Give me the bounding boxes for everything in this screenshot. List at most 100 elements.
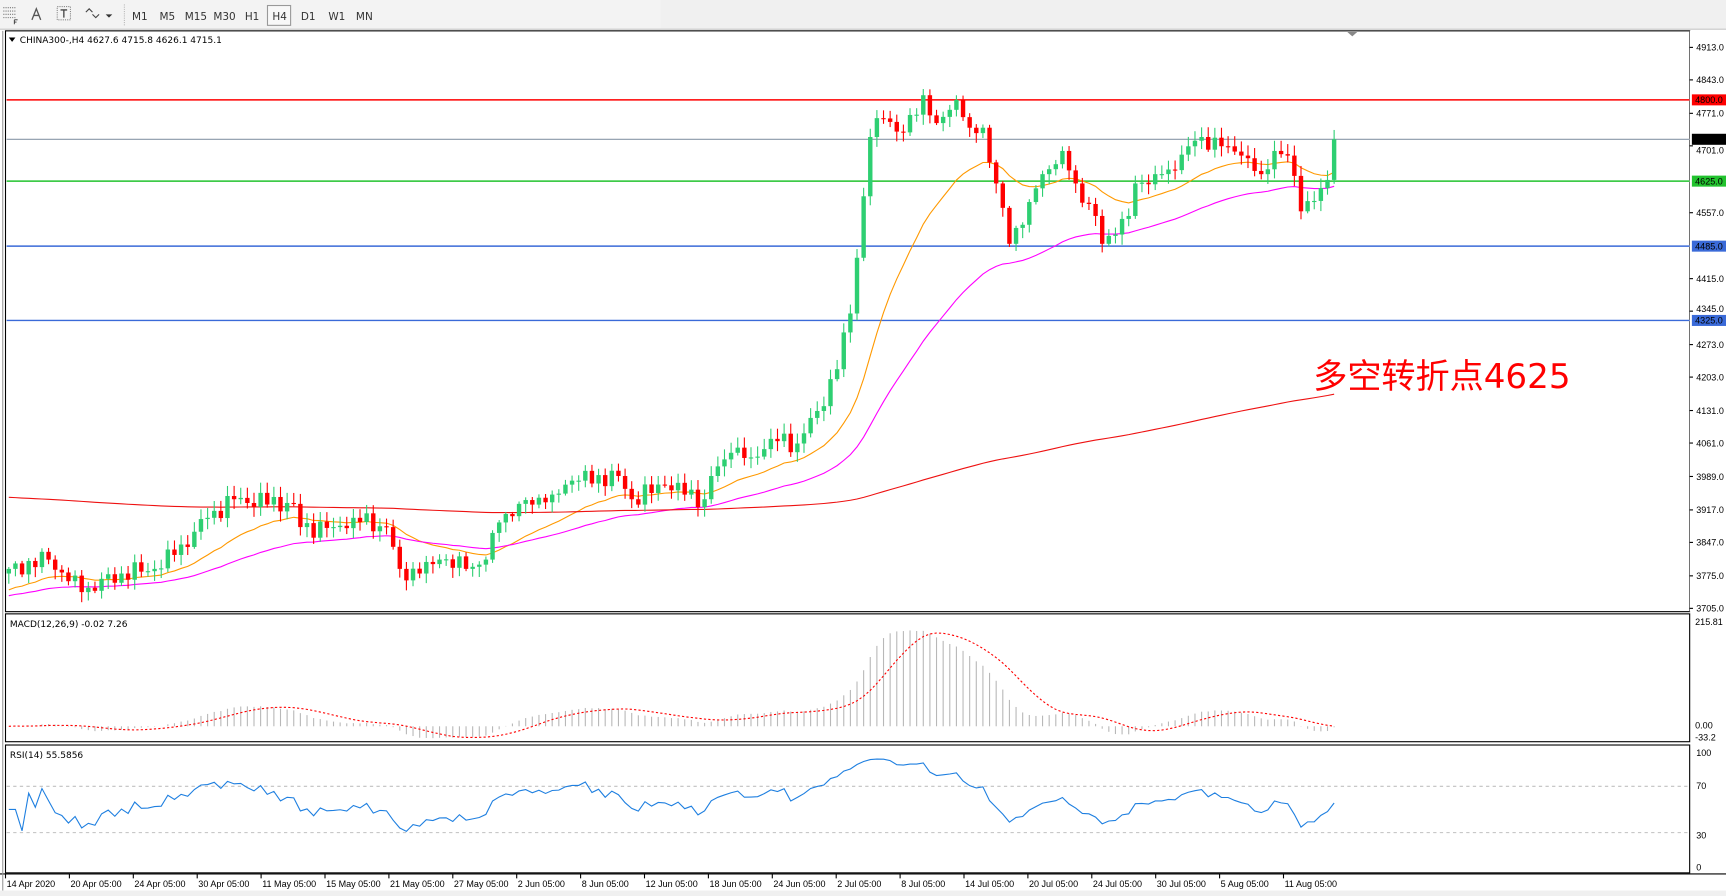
candle-bull[interactable]	[1331, 139, 1337, 180]
candle-bull[interactable]	[1272, 150, 1277, 170]
candle-bear[interactable]	[1298, 175, 1304, 212]
candle-bull[interactable]	[722, 459, 727, 467]
candle-bear[interactable]	[52, 559, 58, 570]
candle-bull[interactable]	[735, 447, 740, 453]
candle-bull[interactable]	[609, 470, 615, 487]
candle-bear[interactable]	[1259, 170, 1264, 175]
candle-bull[interactable]	[1040, 174, 1045, 189]
arrows-icon[interactable]	[85, 8, 113, 19]
candle-bull[interactable]	[861, 196, 866, 258]
candle-bear[interactable]	[1245, 155, 1251, 159]
candle-bear[interactable]	[682, 482, 687, 495]
candle-bear[interactable]	[1292, 155, 1297, 176]
candle-bull[interactable]	[715, 466, 721, 477]
candle-bear[interactable]	[1285, 154, 1290, 156]
candle-bull[interactable]	[854, 257, 860, 314]
candle-bear[interactable]	[79, 575, 84, 593]
candle-bull[interactable]	[1212, 137, 1218, 150]
candle-bull[interactable]	[424, 561, 429, 574]
shift-marker-icon[interactable]	[1347, 31, 1358, 37]
candle-bull[interactable]	[689, 489, 694, 495]
candle-bull[interactable]	[980, 127, 986, 134]
candle-bear[interactable]	[390, 527, 396, 547]
candle-bull[interactable]	[1325, 179, 1330, 189]
candle-bear[interactable]	[1252, 158, 1257, 171]
candle-bull[interactable]	[132, 562, 137, 580]
candle-bull[interactable]	[165, 549, 171, 569]
candle-bull[interactable]	[1060, 150, 1065, 165]
candle-bull[interactable]	[1179, 154, 1184, 171]
candle-bull[interactable]	[1192, 140, 1198, 147]
candle-bull[interactable]	[318, 521, 323, 538]
candle-bear[interactable]	[1093, 203, 1098, 216]
candle-bull[interactable]	[1133, 183, 1138, 216]
candle-bull[interactable]	[1013, 227, 1019, 244]
candle-bull[interactable]	[728, 452, 734, 460]
candle-bear[interactable]	[967, 117, 972, 128]
candle-bull[interactable]	[331, 527, 336, 529]
candle-bear[interactable]	[602, 475, 608, 487]
candle-bear[interactable]	[172, 549, 177, 555]
candle-bull[interactable]	[841, 332, 846, 370]
candle-bull[interactable]	[954, 99, 959, 110]
candle-bull[interactable]	[258, 492, 263, 507]
timeframe-button-mn[interactable]: MN	[356, 11, 373, 23]
candle-bear[interactable]	[450, 559, 455, 568]
candle-bull[interactable]	[1166, 169, 1171, 175]
candle-bear[interactable]	[1000, 183, 1005, 208]
candle-bull[interactable]	[523, 500, 528, 504]
candle-bull[interactable]	[1126, 215, 1131, 219]
candle-bear[interactable]	[298, 503, 303, 528]
timeframe-button-d1[interactable]: D1	[301, 11, 316, 23]
candle-bull[interactable]	[642, 484, 648, 505]
candle-bear[interactable]	[357, 517, 363, 522]
candle-bull[interactable]	[874, 118, 880, 138]
candle-bear[interactable]	[1007, 207, 1012, 244]
candle-bear[interactable]	[881, 118, 886, 120]
candle-bear[interactable]	[92, 587, 98, 591]
candle-bull[interactable]	[13, 563, 18, 569]
candle-bull[interactable]	[225, 496, 230, 519]
candle-bull[interactable]	[1046, 169, 1052, 175]
candle-bull[interactable]	[152, 568, 157, 572]
candle-bull[interactable]	[377, 526, 383, 532]
candle-bear[interactable]	[934, 115, 939, 124]
candle-bear[interactable]	[245, 497, 250, 503]
candle-bull[interactable]	[410, 568, 416, 581]
candle-bull[interactable]	[549, 494, 555, 503]
candle-bear[interactable]	[742, 447, 747, 458]
candle-bear[interactable]	[960, 99, 966, 118]
candle-bear[interactable]	[662, 484, 668, 486]
candle-bear[interactable]	[324, 521, 330, 528]
candle-bear[interactable]	[1146, 182, 1151, 185]
text-a-icon[interactable]	[31, 7, 42, 21]
macd-pane[interactable]	[4, 613, 1691, 743]
candle-bull[interactable]	[1305, 201, 1310, 212]
candle-bear[interactable]	[649, 484, 654, 494]
candle-bear[interactable]	[927, 95, 933, 116]
candle-bull[interactable]	[470, 566, 475, 569]
candle-bull[interactable]	[304, 523, 310, 528]
timeframe-button-m15[interactable]: M15	[185, 11, 207, 23]
candle-bear[interactable]	[430, 561, 436, 565]
candle-bull[interactable]	[569, 480, 575, 485]
candle-bull[interactable]	[119, 573, 124, 583]
timeframe-button-m30[interactable]: M30	[213, 11, 235, 23]
candle-bull[interactable]	[907, 114, 913, 133]
candle-bull[interactable]	[1159, 174, 1165, 176]
candle-bear[interactable]	[1225, 146, 1231, 148]
candle-bear[interactable]	[1073, 170, 1078, 184]
candle-bull[interactable]	[490, 532, 495, 560]
candle-bear[interactable]	[1239, 151, 1244, 156]
candle-bear[interactable]	[33, 560, 38, 568]
candle-bear[interactable]	[185, 544, 190, 547]
candle-bull[interactable]	[848, 313, 853, 333]
candle-bear[interactable]	[112, 574, 118, 583]
candle-bear[interactable]	[251, 502, 257, 507]
candle-bull[interactable]	[914, 114, 919, 116]
candle-bear[interactable]	[1080, 183, 1085, 203]
candle-bull[interactable]	[516, 503, 522, 517]
candle-bull[interactable]	[801, 433, 807, 444]
candle-bull[interactable]	[1318, 188, 1324, 201]
candle-bear[interactable]	[265, 492, 270, 505]
